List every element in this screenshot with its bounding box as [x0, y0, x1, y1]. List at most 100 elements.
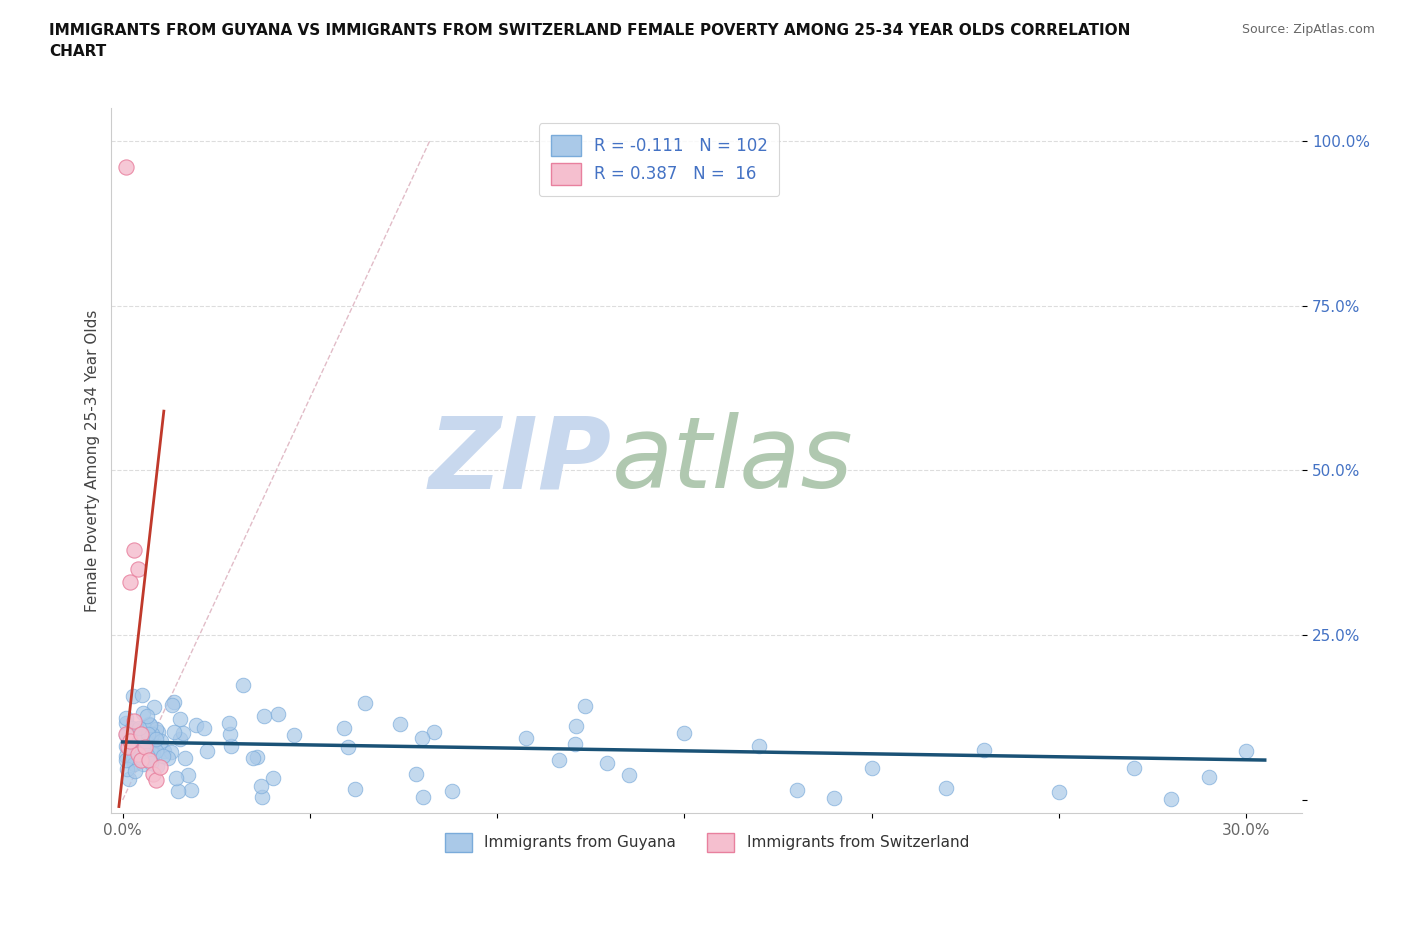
Point [219, 738, 242, 753]
Point [167, 783, 190, 798]
Point [232, 677, 254, 692]
Point [218, 716, 240, 731]
Point [673, 725, 696, 740]
Point [139, 751, 162, 766]
Point [122, 542, 145, 557]
Point [138, 753, 160, 768]
Point [145, 722, 167, 737]
Point [145, 732, 167, 747]
Point [262, 771, 284, 786]
Text: ZIP: ZIP [429, 412, 612, 509]
Point [165, 770, 187, 785]
Point [135, 748, 157, 763]
Point [139, 717, 162, 732]
Point [336, 740, 359, 755]
Point [120, 733, 142, 748]
Point [117, 739, 139, 754]
Point [412, 790, 434, 804]
Point [252, 789, 274, 804]
Point [128, 721, 150, 736]
Point [115, 715, 138, 730]
Point [823, 790, 845, 805]
Text: IMMIGRANTS FROM GUYANA VS IMMIGRANTS FROM SWITZERLAND FEMALE POVERTY AMONG 25-34: IMMIGRANTS FROM GUYANA VS IMMIGRANTS FRO… [49, 23, 1130, 60]
Point [120, 575, 142, 590]
Point [134, 739, 156, 754]
Point [596, 756, 619, 771]
Point [114, 160, 136, 175]
Point [156, 751, 179, 765]
Point [177, 768, 200, 783]
Point [141, 726, 163, 741]
Point [146, 759, 169, 774]
Point [134, 720, 156, 735]
Point [132, 756, 155, 771]
Point [138, 736, 160, 751]
Point [184, 718, 207, 733]
Point [142, 746, 165, 761]
Point [145, 744, 167, 759]
Point [136, 726, 159, 741]
Point [163, 725, 186, 740]
Point [344, 781, 367, 796]
Point [152, 749, 174, 764]
Point [115, 749, 138, 764]
Point [118, 772, 141, 787]
Point [131, 753, 153, 768]
Point [153, 743, 176, 758]
Point [860, 761, 883, 776]
Point [353, 696, 375, 711]
Point [1047, 784, 1070, 799]
Point [1234, 744, 1257, 759]
Point [169, 732, 191, 747]
Point [515, 731, 537, 746]
Point [159, 745, 181, 760]
Point [127, 562, 149, 577]
Point [973, 743, 995, 758]
Point [139, 730, 162, 745]
Point [122, 713, 145, 728]
Text: Source: ZipAtlas.com: Source: ZipAtlas.com [1241, 23, 1375, 36]
Point [128, 729, 150, 744]
Point [132, 741, 155, 756]
Point [547, 752, 569, 767]
Point [141, 756, 163, 771]
Point [115, 726, 138, 741]
Point [250, 778, 273, 793]
Point [145, 773, 167, 788]
Point [149, 734, 172, 749]
Point [411, 730, 433, 745]
Point [388, 716, 411, 731]
Point [246, 750, 269, 764]
Point [115, 711, 138, 725]
Point [122, 751, 145, 766]
Point [565, 718, 588, 733]
Point [440, 783, 463, 798]
Point [131, 726, 153, 741]
Point [127, 747, 149, 762]
Point [180, 782, 202, 797]
Point [121, 721, 143, 736]
Point [127, 734, 149, 749]
Point [135, 736, 157, 751]
Point [1198, 770, 1220, 785]
Y-axis label: Female Poverty Among 25-34 Year Olds: Female Poverty Among 25-34 Year Olds [86, 310, 100, 612]
Point [136, 709, 159, 724]
Legend: Immigrants from Guyana, Immigrants from Switzerland: Immigrants from Guyana, Immigrants from … [439, 827, 974, 858]
Point [333, 720, 356, 735]
Point [423, 724, 446, 739]
Point [935, 780, 957, 795]
Point [197, 743, 219, 758]
Point [172, 725, 194, 740]
Point [149, 760, 172, 775]
Point [574, 698, 596, 713]
Point [169, 711, 191, 726]
Point [115, 738, 138, 753]
Point [748, 738, 770, 753]
Point [1160, 791, 1182, 806]
Point [163, 695, 186, 710]
Point [267, 706, 290, 721]
Point [162, 698, 184, 712]
Point [138, 717, 160, 732]
Point [142, 739, 165, 754]
Point [131, 688, 153, 703]
